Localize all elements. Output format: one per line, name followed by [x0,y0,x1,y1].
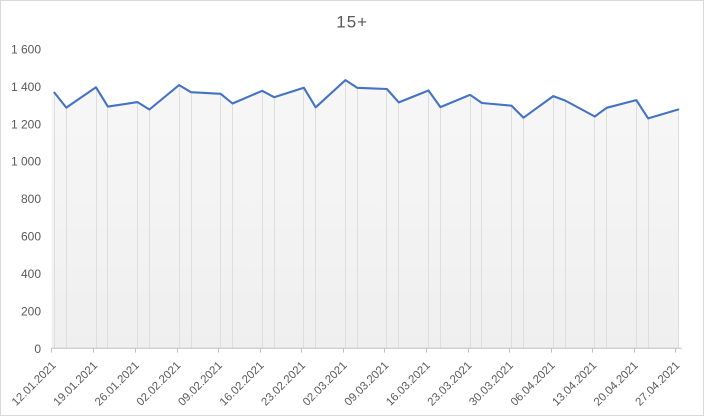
svg-text:800: 800 [21,192,41,206]
svg-text:0: 0 [34,342,41,356]
svg-text:1 600: 1 600 [11,42,41,56]
svg-text:200: 200 [21,305,41,319]
svg-text:400: 400 [21,267,41,281]
svg-text:1 200: 1 200 [11,117,41,131]
svg-text:1 400: 1 400 [11,80,41,94]
svg-text:1 000: 1 000 [11,155,41,169]
svg-text:15+: 15+ [336,13,368,32]
svg-text:600: 600 [21,230,41,244]
